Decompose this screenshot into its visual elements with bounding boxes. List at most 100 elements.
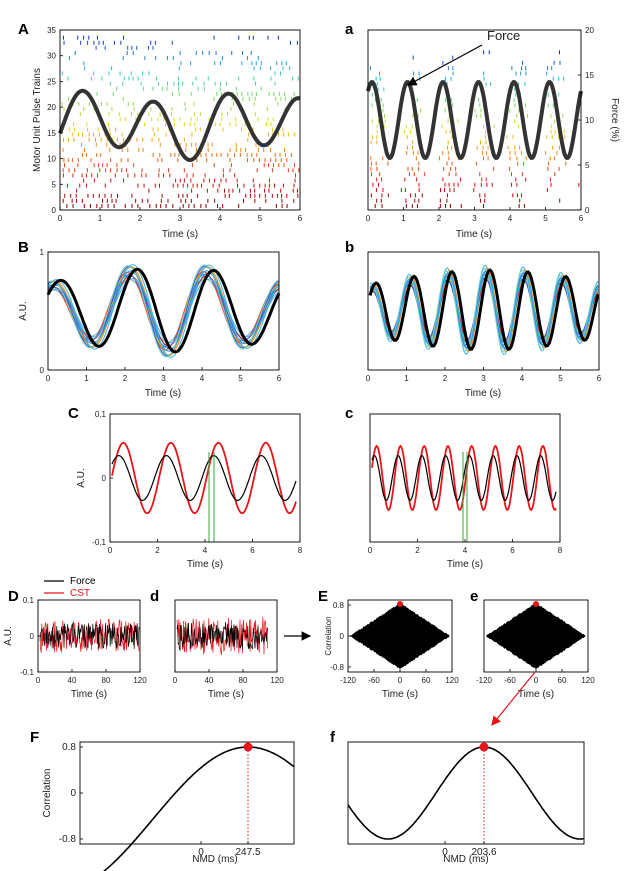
y-tick-label: 0: [52, 206, 57, 215]
x-tick-label: 0: [36, 676, 41, 685]
panel-letter-e: e: [470, 588, 478, 605]
x-tick-label: 4: [520, 374, 525, 383]
y-tick-label: -0.1: [92, 538, 106, 547]
x-tick-label: 1: [404, 374, 409, 383]
x-tick-label: 6: [510, 546, 515, 555]
y-tick-label: 5: [52, 180, 57, 189]
x-tick-label: 120: [133, 676, 147, 685]
x-tick-label: 5: [238, 374, 243, 383]
y-label-D: A.U.: [3, 626, 14, 645]
x-tick-label: 80: [102, 676, 111, 685]
correlation-curve-f: [347, 746, 585, 840]
x-tick-label: 6: [597, 374, 602, 383]
panel-letter-a: a: [345, 21, 354, 38]
x-ticks-f: 0 203.6: [442, 841, 497, 858]
force-trace-a: [366, 80, 583, 160]
motor-unit-trace: [369, 267, 599, 353]
y-tick-label: 0: [102, 474, 107, 483]
panel-letter-d: d: [150, 588, 159, 605]
x-tick-label: 3: [178, 214, 183, 223]
panel-letter-f: f: [330, 729, 336, 746]
x-tick-label: 8: [558, 546, 563, 555]
x-tick-label: 0: [534, 676, 539, 685]
x-tick-label: 60: [558, 676, 567, 685]
y-label-F: Correlation: [42, 769, 53, 818]
y-tick-label: 0: [585, 206, 590, 215]
x-tick-label: 2: [155, 546, 160, 555]
smoothed-traces-b: [368, 264, 600, 356]
x-tick-label: 2: [138, 214, 143, 223]
x-tick-label: 4: [218, 214, 223, 223]
force-noise: [176, 621, 268, 652]
motor-unit-trace: [47, 265, 280, 357]
x-ticks-E: -120 -60 0 60 120: [340, 669, 459, 685]
x-tick-label: 120: [581, 676, 595, 685]
x-tick-label: 1: [98, 214, 103, 223]
cross-correlation-E: [350, 603, 450, 669]
x-ticks-e: -120 -60 0 60 120: [476, 669, 595, 685]
oscillation-traces-C: [111, 441, 297, 542]
x-label-B: Time (s): [145, 388, 181, 399]
x-tick-label: -120: [476, 676, 493, 685]
noise-traces-D: [39, 618, 140, 653]
panel-D: D 0 40 80 120 0.10-0.1 Time (s) A.U. Force …: [3, 576, 147, 700]
y-ticks-E: 0.8 0 -0.8: [330, 601, 351, 672]
x-tick-label: 1: [84, 374, 89, 383]
x-label-a: Time (s): [456, 229, 492, 240]
x-ticks-B: 0 1 2 3 4 5 6: [46, 367, 282, 383]
x-tick-label: 3: [481, 374, 486, 383]
x-tick-label: 0: [366, 374, 371, 383]
motor-unit-raster-a: [369, 50, 580, 208]
x-label-F: NMD (ms): [192, 854, 238, 865]
motor-unit-trace: [47, 264, 280, 358]
x-tick-label: 5: [258, 214, 263, 223]
y-tick-label: 0: [30, 632, 35, 641]
x-tick-label: 4: [203, 546, 208, 555]
axes-frame-f: [347, 741, 585, 845]
x-tick-label: 6: [277, 374, 282, 383]
panel-a: a 0 1 2 3 4 5 6 0 5 10 15 20 Time (s) Force (%) Fo…: [345, 21, 620, 240]
x-tick-label: 5: [543, 214, 548, 223]
y-tick-label: -0.1: [20, 668, 34, 677]
y-label-A: Motor Unit Pulse Trains: [32, 68, 43, 172]
x-tick-label: -120: [340, 676, 357, 685]
x-tick-label: -60: [368, 676, 380, 685]
panel-letter-C: C: [68, 405, 79, 422]
y-tick-label: -0.8: [59, 834, 77, 845]
y-tick-label: 30: [47, 52, 56, 61]
x-tick-label: 40: [205, 676, 214, 685]
x-tick-label: 2: [123, 374, 128, 383]
y-tick-label: 0.8: [62, 742, 76, 753]
y-label-C: A.U.: [76, 468, 87, 487]
panel-e: e -120 -60 0 60 120 Time (s): [470, 588, 595, 726]
force-trace: [111, 454, 297, 502]
x-label-f: NMD (ms): [443, 854, 489, 865]
correlation-peak-F: [243, 742, 253, 752]
x-tick-label: 0: [46, 374, 51, 383]
panel-A: A 0 1 2 3 4 5 6 0 5 10 15 20 25 30 35 Time (s) Motor …: [18, 21, 303, 240]
force-noise: [39, 623, 140, 649]
y-tick-label: 10: [585, 116, 594, 125]
cst-trace: [111, 441, 297, 515]
panel-F: F 0 247.5 0.8 0 -0.8 NMD (ms) Correlation: [30, 729, 295, 871]
x-tick-label: 0: [368, 546, 373, 555]
force-trace: [368, 268, 600, 352]
x-label-e: Time (s): [518, 689, 554, 700]
y-tick-label: 5: [585, 161, 590, 170]
x-tick-label: 0: [108, 546, 113, 555]
x-tick-label: 120: [445, 676, 459, 685]
motor-unit-trace: [369, 264, 599, 356]
y-tick-label: 0.1: [95, 410, 107, 419]
y-tick-label: 0.8: [333, 601, 345, 610]
x-tick-label: 1: [401, 214, 406, 223]
panel-d: d 0 40 80 120 Time (s): [150, 588, 312, 700]
motor-unit-trace: [369, 269, 599, 351]
x-tick-label: 3: [161, 374, 166, 383]
x-tick-label: 6: [250, 546, 255, 555]
y-tick-label: 25: [47, 77, 56, 86]
x-tick-label: 8: [298, 546, 303, 555]
y-ticks-right-a: 0 5 10 15 20: [578, 26, 594, 215]
y-tick-label: -0.8: [330, 663, 344, 672]
panel-letter-E: E: [318, 588, 328, 605]
